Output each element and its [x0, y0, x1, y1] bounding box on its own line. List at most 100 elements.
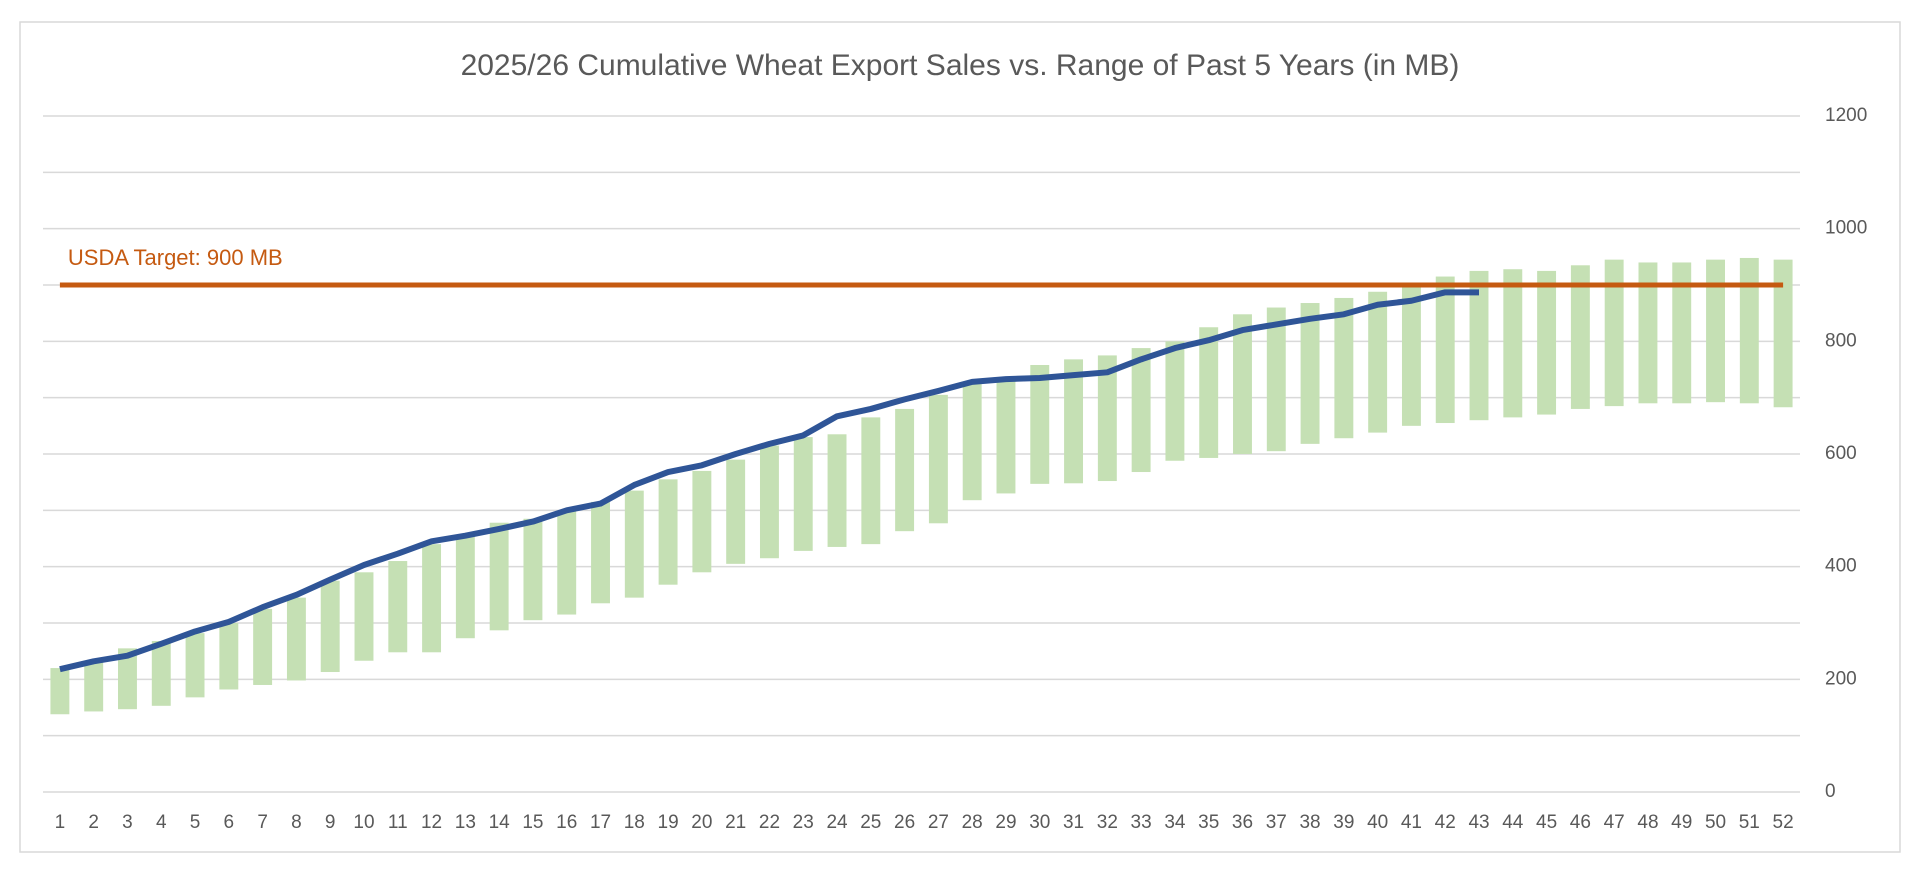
range-bar — [1368, 291, 1388, 433]
y-tick-label: 400 — [1825, 556, 1857, 577]
range-bar — [726, 459, 746, 564]
range-bar — [1165, 341, 1185, 461]
range-bar — [1537, 270, 1557, 415]
x-tick-label: 25 — [860, 812, 881, 833]
range-bar — [1672, 262, 1692, 404]
range-bar — [253, 608, 273, 685]
range-bar — [185, 633, 205, 698]
range-bar — [455, 535, 475, 639]
x-tick-label: 16 — [556, 812, 577, 833]
x-tick-label: 10 — [353, 812, 374, 833]
x-tick-label: 5 — [190, 812, 201, 833]
range-bar — [1706, 259, 1725, 403]
range-bar — [827, 434, 847, 547]
chart-frame — [19, 21, 1901, 853]
x-tick-label: 19 — [658, 812, 679, 833]
range-bar — [1401, 286, 1421, 426]
x-tick-label: 46 — [1570, 812, 1591, 833]
range-bar — [84, 661, 104, 712]
x-tick-label: 47 — [1604, 812, 1625, 833]
range-bar — [557, 510, 577, 615]
x-tick-label: 37 — [1266, 812, 1287, 833]
x-tick-label: 7 — [257, 812, 268, 833]
x-tick-label: 22 — [759, 812, 780, 833]
x-tick-label: 17 — [590, 812, 611, 833]
range-bar — [1570, 265, 1590, 409]
range-bar — [151, 641, 171, 706]
range-bar — [1604, 259, 1624, 407]
range-bar — [759, 445, 779, 559]
range-bar — [50, 668, 70, 715]
x-tick-label: 44 — [1502, 812, 1524, 833]
range-bar — [1233, 314, 1252, 454]
range-bar — [1097, 355, 1117, 482]
range-bar — [1739, 257, 1759, 404]
x-tick-label: 38 — [1299, 812, 1320, 833]
range-bar — [658, 479, 678, 585]
x-tick-label: 39 — [1333, 812, 1354, 833]
range-bar — [523, 518, 543, 621]
x-tick-label: 40 — [1367, 812, 1388, 833]
target-label: USDA Target: 900 MB — [68, 245, 283, 270]
range-bar — [1334, 297, 1354, 439]
range-bar — [1638, 262, 1658, 404]
y-tick-label: 1200 — [1825, 105, 1867, 126]
y-tick-label: 1000 — [1825, 218, 1867, 239]
x-tick-label: 21 — [725, 812, 746, 833]
x-tick-label: 9 — [325, 812, 336, 833]
range-bar — [286, 597, 306, 681]
x-tick-label: 50 — [1705, 812, 1726, 833]
x-tick-label: 45 — [1536, 812, 1557, 833]
x-tick-label: 28 — [962, 812, 983, 833]
x-tick-label: 11 — [388, 812, 408, 833]
range-bar — [1266, 307, 1286, 452]
sales-line — [59, 289, 1480, 673]
y-tick-label: 200 — [1825, 668, 1857, 689]
x-tick-label: 31 — [1063, 812, 1084, 833]
range-bar — [928, 394, 948, 524]
range-bar — [962, 383, 982, 501]
x-tick-label: 4 — [156, 812, 167, 833]
x-tick-label: 12 — [421, 812, 442, 833]
x-tick-label: 49 — [1671, 812, 1692, 833]
x-tick-label: 23 — [793, 812, 814, 833]
x-tick-label: 29 — [995, 812, 1016, 833]
x-tick-label: 36 — [1232, 812, 1253, 833]
y-tick-label: 600 — [1825, 443, 1857, 464]
range-bar — [861, 417, 881, 545]
x-tick-label: 3 — [122, 812, 133, 833]
x-tick-label: 51 — [1739, 812, 1760, 833]
x-tick-label: 26 — [894, 812, 915, 833]
range-bar — [692, 470, 712, 573]
range-bar — [1503, 269, 1523, 418]
y-tick-label: 0 — [1825, 781, 1836, 802]
x-tick-label: 20 — [691, 812, 712, 833]
range-bar — [1300, 303, 1320, 444]
x-tick-label: 43 — [1468, 812, 1489, 833]
x-tick-label: 30 — [1029, 812, 1050, 833]
range-bar — [793, 437, 813, 551]
range-bar — [1199, 327, 1219, 458]
x-tick-label: 35 — [1198, 812, 1219, 833]
x-tick-label: 18 — [624, 812, 645, 833]
range-bar — [320, 580, 340, 673]
x-tick-label: 48 — [1637, 812, 1658, 833]
chart-title: 2025/26 Cumulative Wheat Export Sales vs… — [461, 49, 1460, 82]
range-bar — [1469, 270, 1489, 421]
range-bar — [118, 648, 137, 710]
range-bar — [591, 501, 610, 604]
x-tick-label: 24 — [826, 812, 848, 833]
x-tick-label: 14 — [489, 812, 511, 833]
x-tick-label: 13 — [455, 812, 476, 833]
x-tick-label: 34 — [1164, 812, 1186, 833]
x-tick-label: 33 — [1131, 812, 1152, 833]
range-bar — [219, 623, 239, 690]
range-bar — [1435, 276, 1455, 424]
x-tick-label: 15 — [522, 812, 543, 833]
x-tick-label: 32 — [1097, 812, 1118, 833]
range-bar — [354, 572, 374, 661]
x-tick-label: 41 — [1401, 812, 1422, 833]
x-tick-label: 2 — [88, 812, 99, 833]
x-tick-label: 27 — [928, 812, 949, 833]
range-bar — [895, 408, 915, 532]
